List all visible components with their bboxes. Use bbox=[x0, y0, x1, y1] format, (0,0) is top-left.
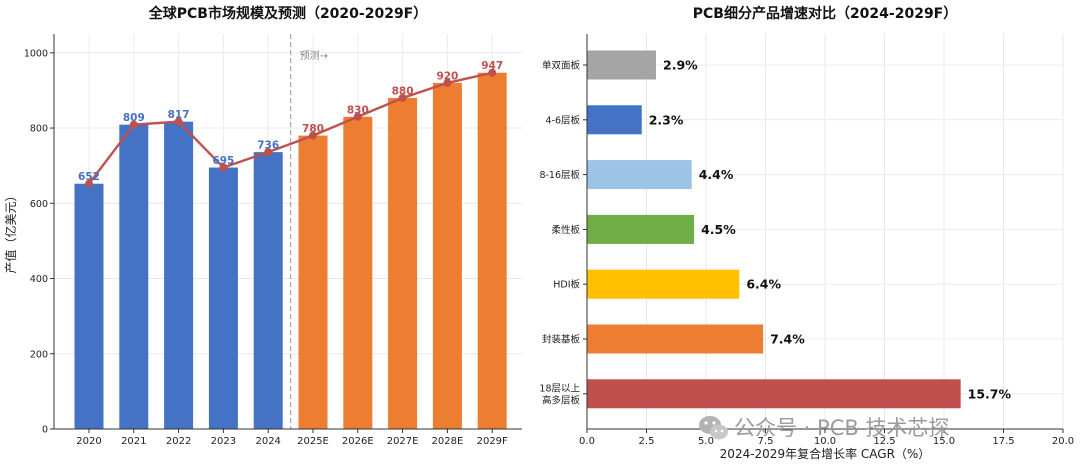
data-label-2025E: 780 bbox=[302, 123, 324, 135]
y-tick-label-line: 4-6层板 bbox=[545, 114, 580, 126]
trend-point-2027E bbox=[398, 93, 407, 102]
data-label-2021: 809 bbox=[123, 112, 145, 124]
value-label-1: 2.3% bbox=[649, 112, 684, 127]
left-chart-market-size: 全球PCB市场规模及预测（2020-2029F） 0 200 400 600 800 100… bbox=[3, 5, 522, 447]
y-tick-label: 4-6层板 bbox=[545, 114, 580, 126]
x-tick-label: 2025E bbox=[297, 436, 329, 447]
data-label-2023: 695 bbox=[212, 155, 234, 167]
trend-point-2021 bbox=[129, 120, 138, 129]
y-tick-label-line: 18层以上 bbox=[539, 383, 580, 394]
forecast-annotation: 预测→ bbox=[300, 49, 328, 62]
left-chart-title: 全球PCB市场规模及预测（2020-2029F） bbox=[148, 5, 428, 22]
x-tick-label: 2020 bbox=[76, 436, 101, 447]
y-tick-label-line: 8-16层板 bbox=[539, 169, 580, 181]
bar-2024 bbox=[253, 152, 283, 429]
trend-point-2026E bbox=[353, 112, 362, 121]
data-label-2022: 817 bbox=[168, 109, 190, 121]
y-tick-label: 单双面板 bbox=[542, 60, 581, 72]
x-tick-label: 2023 bbox=[211, 436, 236, 447]
value-label-2: 4.4% bbox=[699, 167, 734, 182]
bar-18层以上高多层板 bbox=[587, 379, 961, 409]
bar-封装基板 bbox=[587, 324, 764, 354]
bar-2020 bbox=[74, 183, 104, 429]
x-tick-label: 2022 bbox=[166, 436, 191, 447]
value-label-0: 2.9% bbox=[663, 58, 698, 73]
x-axis-label: 2024-2029年复合增长率 CAGR（%） bbox=[720, 446, 931, 461]
x-tick-label: 2027E bbox=[387, 436, 419, 447]
x-tick-label: 2024 bbox=[255, 436, 280, 447]
y-tick-label-line: 柔性板 bbox=[551, 224, 580, 236]
bar-2021 bbox=[119, 124, 149, 430]
bar-2026E bbox=[343, 116, 373, 429]
y-tick-label: 8-16层板 bbox=[539, 169, 580, 181]
trend-point-2028E bbox=[443, 78, 452, 87]
watermark: 公众号 · PCB 技术芯探 bbox=[699, 416, 949, 440]
bar-4-6层板 bbox=[587, 105, 642, 135]
data-label-2026E: 830 bbox=[347, 104, 369, 116]
data-label-2028E: 920 bbox=[436, 70, 458, 82]
y-tick-label: 封装基板 bbox=[542, 334, 581, 346]
y-tick-label: 400 bbox=[30, 274, 48, 285]
right-chart-title: PCB细分产品增速对比（2024-2029F） bbox=[693, 5, 958, 22]
data-label-2029F: 947 bbox=[481, 60, 503, 72]
bar-2025E bbox=[298, 135, 328, 430]
value-label-5: 7.4% bbox=[770, 332, 805, 347]
y-tick-label: 800 bbox=[30, 124, 48, 135]
x-tick-label: 2026E bbox=[342, 436, 374, 447]
value-label-3: 4.5% bbox=[701, 222, 736, 237]
x-tick-label: 2029F bbox=[477, 436, 508, 447]
bar-2029F bbox=[477, 72, 507, 429]
x-tick-label: 17.5 bbox=[992, 436, 1014, 447]
trend-point-2025E bbox=[309, 131, 317, 140]
trend-point-2022 bbox=[174, 117, 183, 126]
y-tick-label: 1000 bbox=[24, 48, 48, 59]
x-tick-label: 2028E bbox=[432, 436, 464, 447]
y-tick-label: 柔性板 bbox=[551, 224, 580, 236]
x-tick-label: 12.5 bbox=[873, 436, 895, 447]
y-tick-label-line: HDI板 bbox=[553, 279, 580, 291]
x-tick-label: 10.0 bbox=[814, 436, 836, 447]
data-label-2024: 736 bbox=[257, 140, 279, 152]
y-tick-label-line: 高多层板 bbox=[542, 394, 581, 406]
x-tick-label: 20.0 bbox=[1052, 436, 1074, 447]
x-tick-label: 15.0 bbox=[933, 436, 955, 447]
watermark-text: 公众号 · PCB 技术芯探 bbox=[734, 416, 949, 440]
x-tick-label: 5.0 bbox=[698, 436, 714, 447]
bar-2022 bbox=[164, 121, 194, 430]
y-tick-label: 18层以上高多层板 bbox=[539, 383, 580, 406]
y-tick-label: 200 bbox=[30, 349, 48, 360]
bar-2028E bbox=[432, 82, 462, 430]
y-axis-label: 产值（亿美元） bbox=[3, 189, 18, 273]
right-chart-segment-cagr: PCB细分产品增速对比（2024-2029F） 2.9% 2.3% 4.4% 4.5% 6… bbox=[539, 5, 1074, 461]
y-tick-label: HDI板 bbox=[553, 279, 580, 291]
trend-line bbox=[88, 71, 493, 185]
bar-柔性板 bbox=[587, 214, 695, 244]
data-label-2027E: 880 bbox=[392, 85, 414, 97]
y-tick-label-line: 封装基板 bbox=[542, 334, 581, 346]
bar-8-16层板 bbox=[587, 160, 692, 190]
y-tick-label: 600 bbox=[30, 199, 48, 210]
bar-单双面板 bbox=[587, 50, 657, 80]
x-tick-label: 0.0 bbox=[579, 436, 595, 447]
bar-2027E bbox=[388, 97, 418, 429]
y-tick-label: 0 bbox=[42, 425, 48, 436]
bar-2023 bbox=[208, 167, 238, 430]
value-label-6: 15.7% bbox=[968, 386, 1012, 401]
trend-point-2023 bbox=[219, 163, 228, 172]
x-tick-label: 2.5 bbox=[639, 436, 655, 447]
bar-HDI板 bbox=[587, 269, 740, 299]
data-label-2020: 652 bbox=[78, 171, 100, 183]
x-tick-label: 7.5 bbox=[758, 436, 774, 447]
trend-point-2020 bbox=[85, 179, 93, 188]
value-label-4: 6.4% bbox=[746, 277, 781, 292]
x-tick-label: 2021 bbox=[121, 436, 146, 447]
trend-point-2024 bbox=[264, 148, 273, 157]
trend-point-2029F bbox=[488, 68, 497, 77]
wechat-icon bbox=[699, 416, 728, 440]
y-tick-label-line: 单双面板 bbox=[542, 60, 581, 72]
